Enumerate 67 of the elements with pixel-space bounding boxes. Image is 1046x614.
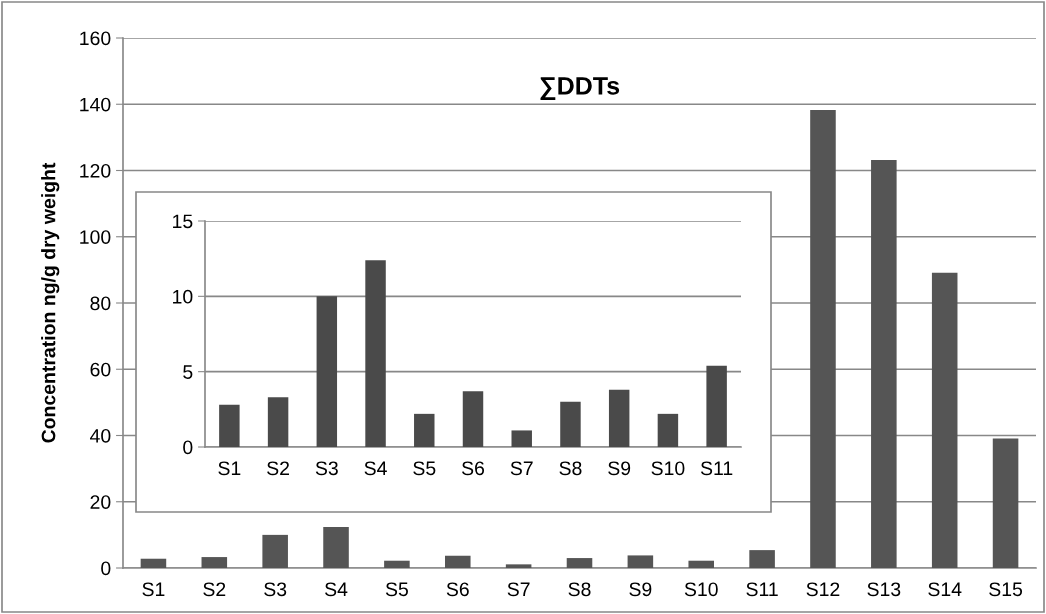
y-tick-label: 5 <box>183 365 193 379</box>
x-tick-label: S3 <box>264 582 287 597</box>
bar <box>511 430 532 447</box>
bar <box>627 555 654 568</box>
bar <box>444 555 471 568</box>
y-tick-label: 0 <box>183 440 193 455</box>
x-tick-label: S3 <box>315 461 338 476</box>
x-tick-label: S2 <box>267 461 290 476</box>
bar <box>749 550 775 568</box>
bar <box>201 557 228 568</box>
x-tick-label: S4 <box>325 582 348 597</box>
text: ∑DDTs <box>540 77 620 100</box>
bar <box>323 526 349 568</box>
bar <box>608 389 630 447</box>
y-tick-label: 160 <box>80 31 111 46</box>
bar <box>657 413 679 447</box>
x-tick-label: S9 <box>608 461 631 476</box>
x-tick-label: S6 <box>446 582 469 597</box>
x-tick-label: S12 <box>806 582 840 597</box>
y-tick-label: 15 <box>173 214 193 229</box>
bar <box>384 560 410 568</box>
x-tick-label: S11 <box>746 582 778 597</box>
bar <box>462 391 484 447</box>
y-tick-label: 120 <box>80 163 111 178</box>
x-tick-label: S11 <box>700 461 733 476</box>
bar <box>414 413 435 447</box>
x-tick-label: S14 <box>928 582 962 597</box>
bar <box>262 534 288 568</box>
x-tick-label: S9 <box>629 582 652 597</box>
x-tick-label: S10 <box>684 582 718 597</box>
y-tick-label: 80 <box>90 296 111 311</box>
x-tick-label: S4 <box>364 461 387 476</box>
bar <box>316 296 338 447</box>
x-tick-label: S13 <box>867 582 901 597</box>
bar <box>140 558 167 568</box>
x-tick-label: S6 <box>461 461 485 476</box>
y-tick-label: 40 <box>90 428 111 443</box>
bar <box>992 438 1019 568</box>
x-tick-label: S1 <box>142 582 165 597</box>
bar <box>505 564 532 568</box>
bar <box>267 397 289 447</box>
bar <box>219 404 240 447</box>
bar <box>931 272 958 568</box>
y-tick-label: 140 <box>80 97 111 112</box>
x-tick-label: S5 <box>413 461 436 476</box>
bar <box>560 401 581 447</box>
x-tick-label: S7 <box>510 461 533 476</box>
y-axis-title: Concentration ng/g dry weight <box>41 162 60 443</box>
y-tick-label: 20 <box>90 495 111 509</box>
bar <box>706 365 727 447</box>
y-tick-label: 0 <box>101 561 111 576</box>
x-tick-label: S1 <box>218 461 241 476</box>
bar <box>871 159 897 568</box>
x-tick-label: S5 <box>385 582 408 597</box>
x-tick-label: S8 <box>568 582 591 597</box>
x-tick-label: S8 <box>559 461 582 476</box>
bar <box>810 109 836 568</box>
x-tick-label: S2 <box>203 582 226 597</box>
y-tick-label: 10 <box>173 289 193 304</box>
bar <box>566 558 593 568</box>
y-tick-label: 100 <box>80 230 111 244</box>
x-tick-label: S7 <box>507 582 530 597</box>
x-tick-label: S10 <box>651 461 685 476</box>
x-tick-label: S15 <box>989 582 1023 597</box>
bar <box>688 560 715 568</box>
y-tick-label: 60 <box>90 362 111 377</box>
bar <box>365 260 386 447</box>
